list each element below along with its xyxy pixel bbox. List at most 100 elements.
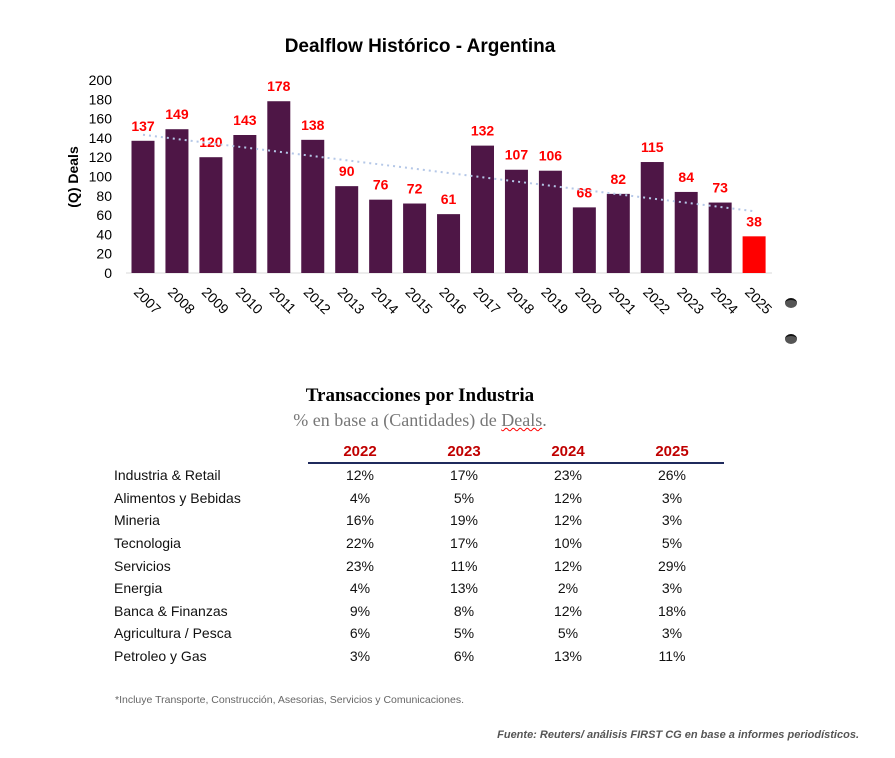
cell-value: 8% — [453, 602, 475, 619]
bar-2015 — [403, 203, 427, 273]
data-label: 132 — [471, 123, 495, 139]
bar-2008 — [165, 129, 189, 273]
bar-2011 — [267, 101, 291, 273]
handle-icon — [785, 334, 797, 344]
table-row: Banca & Finanzas 9% 8% 12% 18% — [108, 600, 724, 623]
cell-value: 13% — [449, 580, 479, 597]
cell-value: 5% — [661, 535, 683, 552]
data-label: 106 — [539, 148, 563, 164]
bar-2025 — [742, 236, 766, 273]
table-row: Servicios 23% 11% 12% 29% — [108, 554, 724, 577]
table-subtitle: % en base a (Cantidades) de Deals. — [0, 410, 840, 431]
column-header: 2025 — [620, 440, 724, 464]
cell-value: 2% — [557, 580, 579, 597]
cell-value: 3% — [661, 625, 683, 642]
table-row: Petroleo y Gas 3% 6% 13% 11% — [108, 645, 724, 668]
table-row: Energia 4% 13% 2% 3% — [108, 577, 724, 600]
x-tick-label: 2018 — [504, 284, 537, 317]
bar-chart: 0 20 40 60 80 100 120 140 160 180 200 (Q) Deals 137 2… — [65, 72, 775, 317]
cell-value: 3% — [349, 648, 371, 665]
column-header: 2023 — [412, 440, 516, 464]
y-tick-label: 40 — [96, 226, 112, 242]
cell-value: 13% — [553, 648, 583, 665]
x-tick-label: 2015 — [402, 284, 435, 317]
bar-2013 — [335, 186, 359, 273]
subtitle-text: % en base a (Cantidades) de — [293, 410, 502, 430]
bar-2007 — [131, 140, 155, 273]
x-tick-label: 2016 — [436, 284, 469, 317]
row-label: Servicios — [114, 557, 171, 574]
bar-2020 — [572, 207, 596, 273]
cell-value: 29% — [657, 557, 687, 574]
bar-2017 — [471, 145, 494, 273]
data-label: 84 — [678, 169, 694, 185]
cell-value: 23% — [345, 557, 375, 574]
row-label: Alimentos y Bebidas — [114, 489, 241, 506]
row-label: Mineria — [114, 512, 160, 529]
cell-value: 16% — [345, 512, 375, 529]
cell-value: 3% — [661, 512, 683, 529]
bar-2024 — [708, 202, 732, 273]
y-tick-label: 20 — [96, 246, 112, 262]
y-tick-label: 160 — [89, 111, 113, 127]
row-label: Banca & Finanzas — [114, 602, 228, 619]
x-tick-label: 2019 — [538, 284, 571, 317]
x-tick-label: 2021 — [606, 284, 639, 317]
y-tick-label: 120 — [89, 149, 113, 165]
cell-value: 17% — [449, 467, 479, 484]
bar-2019 — [538, 170, 562, 273]
x-tick-label: 2009 — [199, 284, 232, 317]
data-label: 90 — [339, 163, 355, 179]
table-row: Tecnologia 22% 17% 10% 5% — [108, 532, 724, 555]
x-tick-label: 2010 — [233, 284, 266, 317]
data-label: 115 — [641, 139, 664, 155]
data-label: 107 — [505, 147, 529, 163]
x-tick-label: 2008 — [165, 284, 198, 317]
chart-title: Dealflow Histórico - Argentina — [284, 36, 556, 57]
x-tick-label: 2024 — [708, 284, 741, 317]
data-label: 72 — [407, 181, 423, 197]
y-tick-label: 200 — [89, 72, 113, 88]
x-tick-label: 2013 — [335, 284, 368, 317]
bar-2012 — [301, 139, 325, 273]
subtitle-word: Deals — [501, 410, 543, 430]
bar-2021 — [606, 193, 630, 273]
cell-value: 11% — [450, 557, 478, 574]
data-label: 120 — [199, 134, 223, 150]
cell-value: 19% — [449, 512, 479, 529]
data-label: 76 — [373, 177, 389, 193]
x-tick-label: 2011 — [267, 284, 300, 317]
table-row: Industria & Retail 12% 17% 23% 26% — [108, 463, 724, 487]
x-tick-label: 2007 — [131, 284, 164, 317]
x-tick-label: 2017 — [470, 284, 503, 317]
column-header: 2022 — [308, 440, 412, 464]
data-label: 137 — [131, 118, 155, 134]
cell-value: 23% — [553, 467, 583, 484]
bar-2022 — [640, 162, 664, 273]
cell-value: 18% — [657, 602, 687, 619]
cell-value: 4% — [349, 580, 371, 597]
cell-value: 12% — [553, 512, 583, 529]
source-note: Fuente: Reuters/ análisis FIRST CG en ba… — [497, 729, 859, 741]
column-header: 2024 — [516, 440, 620, 464]
row-label: Energia — [114, 580, 163, 597]
x-tick-label: 2023 — [674, 284, 707, 317]
header-empty — [108, 440, 308, 463]
data-label: 178 — [267, 78, 291, 94]
bar-2010 — [233, 135, 257, 273]
cell-value: 12% — [345, 467, 375, 484]
bar-2014 — [369, 199, 393, 273]
cell-value: 12% — [553, 557, 583, 574]
trend-line — [142, 133, 755, 213]
bar-2009 — [199, 157, 223, 273]
data-label: 82 — [611, 171, 627, 187]
y-axis-label: (Q) Deals — [65, 146, 81, 208]
data-label: 61 — [441, 191, 457, 207]
cell-value: 17% — [449, 535, 479, 552]
y-tick-label: 100 — [89, 169, 113, 185]
x-tick-label: 2020 — [572, 284, 605, 317]
table-row: Agricultura / Pesca 6% 5% 5% 3% — [108, 622, 724, 645]
data-label: 38 — [746, 213, 762, 229]
table-title: Transacciones por Industria — [305, 385, 535, 406]
cell-value: 22% — [345, 535, 375, 552]
